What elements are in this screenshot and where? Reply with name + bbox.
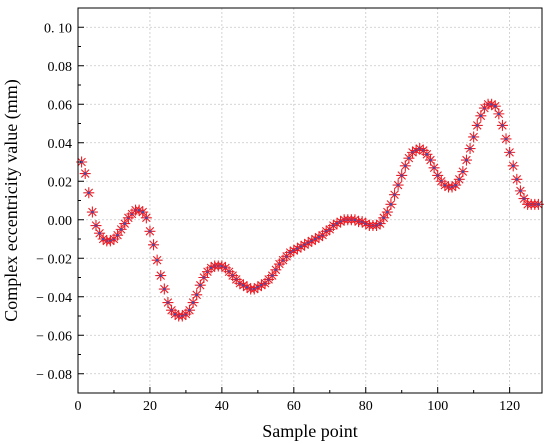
y-axis-title: Complex eccentricity value (mm) [1,79,22,321]
data-point [489,100,501,112]
data-point [381,206,393,218]
data-point [424,154,436,166]
data-point [155,270,167,282]
data-point [457,166,469,178]
data-point [112,229,124,241]
x-tick-label: 60 [287,399,301,414]
x-tick-labels: 0 20 40 60 80 100 120 [75,399,521,414]
data-point [119,218,131,230]
data-point [511,173,523,185]
y-tick-label: − 0.02 [36,252,72,267]
data-point [187,297,199,309]
data-point [144,225,156,237]
x-tick-label: 0 [75,399,82,414]
data-point [464,143,476,155]
data-point [115,223,127,235]
data-point [403,152,415,164]
data-point [392,179,404,191]
data-point [191,289,203,301]
grid [78,8,542,393]
data-point [507,160,519,172]
data-point [270,264,282,276]
y-tick-label: 0.06 [48,98,73,113]
data-point [428,162,440,174]
data-point [518,193,530,205]
data-point [94,227,106,239]
data-point [83,187,95,199]
data-point [453,173,465,185]
data-point [514,185,526,197]
data-point [504,146,516,158]
data-point [421,148,433,160]
data-point [468,131,480,143]
data-point [399,160,411,172]
x-tick-label: 100 [427,399,448,414]
x-tick-label: 40 [215,399,229,414]
y-tick-label: 0.04 [48,137,73,152]
data-point [266,270,278,282]
y-tick-label: 0.08 [48,60,73,75]
y-tick-label: 0.00 [48,214,73,229]
data-point [76,156,88,168]
data-point [385,198,397,210]
y-tick-label: 0. 10 [44,21,72,36]
data-point [151,254,163,266]
data-point [396,169,408,181]
y-tick-label: − 0.08 [36,368,72,383]
x-axis-title: Sample point [262,421,358,441]
data-point [500,133,512,145]
data-point [532,198,544,210]
y-tick-label: − 0.06 [36,329,72,344]
data-point [158,283,170,295]
y-tick-labels: − 0.08 − 0.06 − 0.04 − 0.02 0.00 0.02 0.04 0.06… [36,21,72,383]
data-point [374,218,386,230]
data-point [184,304,196,316]
data-point [389,189,401,201]
data-point [90,220,102,232]
data-point [460,154,472,166]
data-point [198,272,210,283]
y-tick-label: 0.02 [48,175,73,190]
data-points [76,98,544,322]
data-point [140,212,152,224]
data-point [471,119,483,131]
x-tick-label: 120 [499,399,520,414]
x-tick-label: 80 [359,399,373,414]
data-point [475,110,487,122]
y-tick-label: − 0.04 [36,291,72,306]
data-point [148,239,160,251]
axis-ticks [77,26,511,393]
x-tick-label: 20 [143,399,157,414]
data-point [378,212,390,224]
data-point [194,279,206,291]
data-point [496,119,508,131]
data-point [162,297,174,309]
data-point [432,169,444,181]
data-point [493,108,505,120]
data-point [86,206,98,218]
data-point [450,179,462,191]
data-point [79,168,91,180]
data-point [137,206,149,218]
